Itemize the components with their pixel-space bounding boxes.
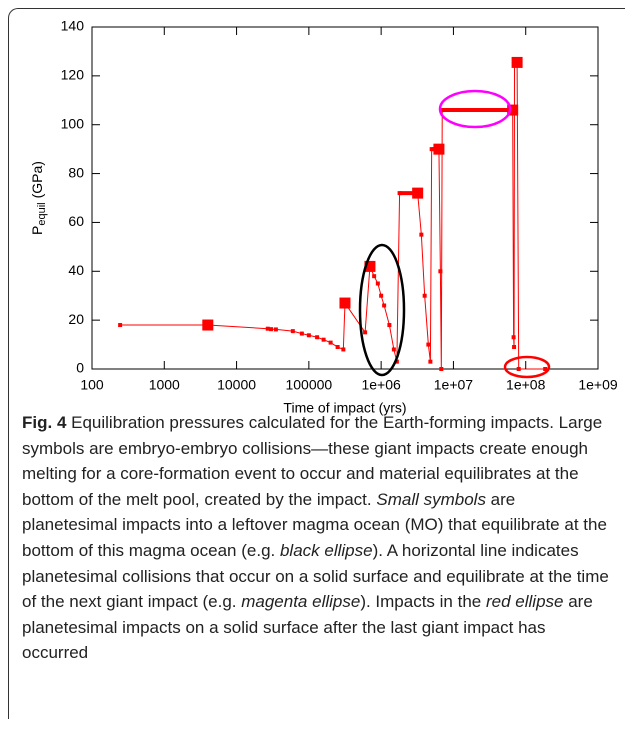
x-tick-label: 1e+07 bbox=[434, 377, 474, 393]
giant-impact-marker bbox=[339, 297, 351, 309]
planetesimal-marker bbox=[511, 335, 516, 340]
planetesimal-marker bbox=[315, 335, 320, 340]
y-tick-label: 140 bbox=[61, 18, 85, 34]
planetesimal-marker bbox=[516, 367, 521, 371]
x-tick-label: 1e+08 bbox=[506, 377, 546, 393]
figure-frame bbox=[8, 8, 625, 719]
x-tick-label: 10000 bbox=[217, 377, 256, 393]
caption-text: ). Impacts in the bbox=[360, 592, 486, 612]
planetesimal-marker bbox=[375, 281, 380, 286]
x-tick-label: 100 bbox=[80, 377, 104, 393]
plot-frame bbox=[91, 26, 599, 370]
planetesimal-marker bbox=[363, 330, 368, 335]
chart: Time of impact (yrs) Pequil (GPa) 0 20 40 60… bbox=[29, 18, 618, 416]
y-tick-label: 100 bbox=[61, 115, 85, 131]
planetesimal-marker bbox=[391, 347, 396, 352]
x-tick-label: 100000 bbox=[285, 377, 332, 393]
y-label-unit: (GPa) bbox=[29, 161, 45, 198]
planetesimal-marker bbox=[387, 323, 392, 328]
planetesimal-marker bbox=[382, 303, 387, 308]
planetesimal-marker bbox=[438, 269, 443, 274]
y-tick-label: 60 bbox=[68, 213, 84, 229]
caption: Fig. 4 Equilibration pressures calculate… bbox=[22, 410, 614, 666]
caption-text: Fig. 4 bbox=[22, 413, 67, 432]
giant-impact-marker bbox=[507, 104, 519, 116]
caption-text: black ellipse bbox=[279, 540, 373, 560]
magenta-ellipse bbox=[438, 89, 512, 129]
black-ellipse bbox=[358, 243, 406, 377]
y-label-base: P bbox=[29, 226, 45, 235]
caption-text: Small symbols bbox=[376, 489, 486, 509]
caption-text: ). A horizontal line indicates planetesi… bbox=[22, 540, 609, 612]
planetesimal-marker bbox=[290, 329, 295, 334]
planetesimal-marker bbox=[512, 345, 517, 350]
y-axis-label: Pequil (GPa) bbox=[29, 161, 48, 235]
planetesimal-marker bbox=[372, 274, 377, 279]
planetesimal-marker bbox=[439, 367, 444, 371]
y-tick-label: 80 bbox=[68, 164, 84, 180]
planetesimal-marker bbox=[419, 232, 424, 237]
planetesimal-marker bbox=[321, 337, 326, 342]
y-tick-label: 20 bbox=[68, 311, 84, 327]
x-axis-label: Time of impact (yrs) bbox=[283, 400, 406, 416]
planetesimal-marker bbox=[422, 293, 427, 298]
planetesimal-marker bbox=[306, 333, 311, 338]
planetesimal-marker bbox=[426, 342, 431, 347]
planetesimal-marker bbox=[265, 326, 270, 331]
caption-text: red ellipse bbox=[485, 592, 564, 612]
planetesimal-marker bbox=[269, 327, 274, 332]
planetesimal-marker bbox=[394, 359, 399, 364]
caption-text: are planetesimal impacts into a leftover… bbox=[22, 489, 607, 560]
x-tick-label: 1000 bbox=[149, 377, 180, 393]
giant-impact-marker bbox=[202, 319, 214, 331]
y-label-sub: equil bbox=[36, 202, 48, 225]
caption-text: are planetesimal impacts on a solid surf… bbox=[22, 592, 593, 663]
y-tick-label: 120 bbox=[61, 67, 85, 83]
planetesimal-marker bbox=[118, 323, 123, 328]
x-tick-label: 1e+06 bbox=[361, 377, 401, 393]
planetesimal-marker bbox=[428, 359, 433, 364]
red-ellipse bbox=[503, 355, 551, 379]
y-tick-label: 0 bbox=[76, 360, 84, 376]
planetesimal-marker bbox=[299, 331, 304, 336]
planetesimal-marker bbox=[335, 345, 340, 350]
planetesimal-marker bbox=[328, 340, 333, 345]
caption-text: magenta ellipse bbox=[241, 592, 361, 612]
planetesimal-marker bbox=[379, 293, 384, 298]
planetesimal-marker bbox=[273, 327, 278, 332]
y-tick-label: 40 bbox=[68, 262, 84, 278]
planetesimal-marker bbox=[341, 347, 346, 352]
planetesimal-marker bbox=[543, 367, 548, 371]
x-tick-label: 1e+09 bbox=[578, 377, 618, 393]
caption-text: Equilibration pressures calculated for t… bbox=[22, 413, 603, 509]
giant-impact-marker bbox=[364, 260, 376, 272]
